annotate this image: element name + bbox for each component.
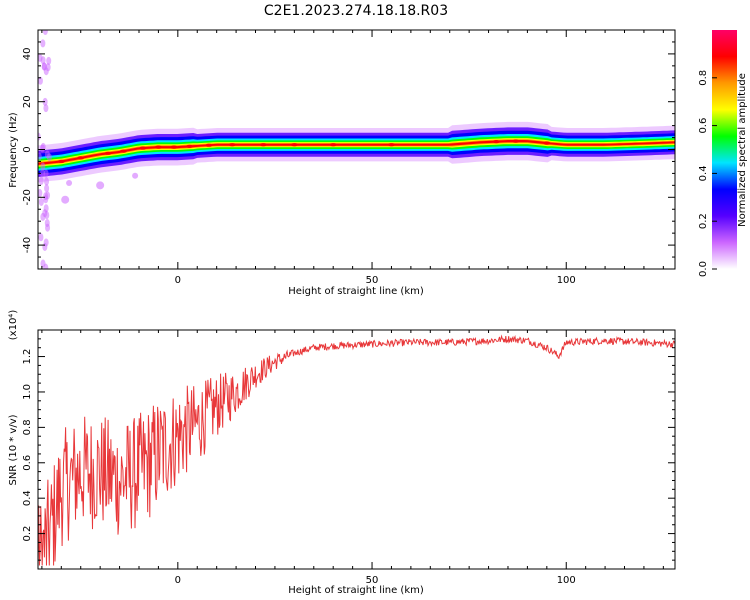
colorbar-tick-label: 0.6	[698, 118, 709, 134]
spectrogram-peak	[139, 146, 147, 150]
spectrogram-speckle	[42, 242, 48, 251]
spectrogram-speckle	[38, 189, 43, 198]
y-tick-label: 0.2	[22, 526, 33, 542]
y-tick-label: 0.8	[22, 419, 33, 435]
spectrogram-speckle	[46, 56, 52, 65]
spectrogram-peak	[170, 145, 178, 149]
y-tick-label: 0.4	[22, 490, 33, 506]
y-tick-label: -20	[22, 189, 33, 205]
spectrogram-contour-band	[38, 140, 675, 165]
x-tick-label: 0	[175, 575, 181, 586]
spectrogram-peak	[512, 139, 520, 143]
spectrogram-peak	[543, 141, 551, 145]
colorbar-tick-label: 0.2	[698, 213, 709, 229]
spectrogram-speckle	[45, 223, 51, 232]
spectrogram-speckle	[43, 204, 49, 213]
x-tick-label: 100	[557, 275, 576, 286]
spectrogram-ylabel: Frequency (Hz)	[8, 112, 19, 188]
spectrogram-speckle	[38, 176, 44, 185]
snr-frame	[37, 329, 676, 570]
spectrogram-peak	[290, 143, 298, 147]
spectrogram-speckle	[41, 62, 47, 71]
spectrogram-panel: 0 50 100 -40 -20 0 20 40 Height of straight lin…	[8, 29, 676, 297]
spectrogram-peak	[119, 149, 127, 153]
spectrogram-speckle	[44, 150, 50, 159]
spectrogram-speckle	[38, 132, 41, 141]
spectrogram-speckle	[38, 197, 44, 206]
snr-axes: 0 50 100 0.2 0.4 0.6 0.8 1.0 1.2	[22, 330, 675, 586]
spectrogram-peak	[259, 143, 267, 147]
snr-scale-note: (x10⁴)	[8, 310, 19, 341]
y-tick-label: 20	[22, 95, 33, 108]
spectrogram-frame	[37, 29, 676, 270]
spectrogram-peak	[57, 159, 65, 164]
spectrogram-peak	[104, 151, 112, 155]
spectrogram-speckle	[40, 162, 46, 171]
y-tick-label: -40	[22, 237, 33, 253]
spectrogram-speckle	[40, 142, 46, 151]
spectrogram-speckle	[43, 263, 49, 269]
y-tick-label: 1.0	[22, 384, 33, 400]
x-tick-label: 100	[557, 575, 576, 586]
spectrogram-peak	[492, 140, 500, 144]
spectrogram-speckle	[40, 39, 46, 48]
spectrogram-peak	[205, 143, 213, 147]
spectrogram-speckle	[42, 30, 48, 35]
spectrogram-speckle	[61, 195, 70, 204]
spectrogram-speckle	[43, 169, 49, 178]
spectrogram-peak	[228, 143, 236, 147]
spectrogram-speckle	[42, 97, 48, 106]
colorbar-label: Normalized spectral amplitude	[737, 73, 748, 227]
spectrogram-speckle	[40, 56, 46, 65]
spectrogram-speckle	[40, 212, 46, 221]
spectrogram-speckle	[43, 104, 49, 113]
colorbar-tick-label: 0.8	[698, 70, 709, 86]
spectrogram-xlabel: Height of straight line (km)	[288, 286, 424, 297]
spectrogram-peak	[329, 143, 337, 147]
spectrogram-speckle	[44, 211, 50, 220]
y-tick-label: 0.6	[22, 455, 33, 471]
snr-line	[38, 334, 675, 566]
colorbar: 0.0 0.2 0.4 0.6 0.8 Normalized spectral ampl…	[698, 30, 748, 277]
spectrogram-speckle	[38, 233, 44, 242]
spectrogram-speckle	[38, 76, 43, 85]
spectrogram-speckle	[96, 181, 105, 190]
spectrogram-speckle	[66, 179, 73, 186]
spectrogram-peak	[77, 156, 85, 160]
y-tick-label: 40	[22, 48, 33, 61]
spectrogram-speckle	[132, 172, 139, 179]
x-tick-label: 50	[366, 275, 379, 286]
colorbar-gradient	[712, 30, 737, 269]
spectrogram-speckle	[44, 177, 50, 186]
x-tick-label: 0	[175, 275, 181, 286]
colorbar-tick-label: 0.0	[698, 261, 709, 277]
spectrogram-peak	[154, 145, 162, 149]
spectrogram-speckle	[38, 152, 42, 161]
figure-title: C2E1.2023.274.18.18.R03	[264, 3, 448, 19]
spectrogram-speckle	[44, 184, 50, 193]
x-tick-label: 50	[366, 575, 379, 586]
y-tick-label: 0	[22, 146, 33, 152]
spectrogram-speckle	[45, 63, 51, 72]
snr-panel: 0 50 100 0.2 0.4 0.6 0.8 1.0 1.2 Height of strai…	[8, 310, 676, 596]
snr-xlabel: Height of straight line (km)	[288, 585, 424, 596]
spectrogram-heatmap	[38, 30, 675, 269]
colorbar-ticks: 0.0 0.2 0.4 0.6 0.8	[698, 70, 717, 277]
spectrogram-speckle	[43, 195, 49, 204]
y-tick-label: 1.2	[22, 349, 33, 365]
spectrogram-peak	[185, 144, 193, 148]
spectrogram-speckle	[39, 169, 45, 178]
spectrogram-peak	[387, 143, 395, 147]
colorbar-tick-label: 0.4	[698, 165, 709, 181]
snr-ylabel: SNR (10 * v/v)	[8, 414, 19, 485]
